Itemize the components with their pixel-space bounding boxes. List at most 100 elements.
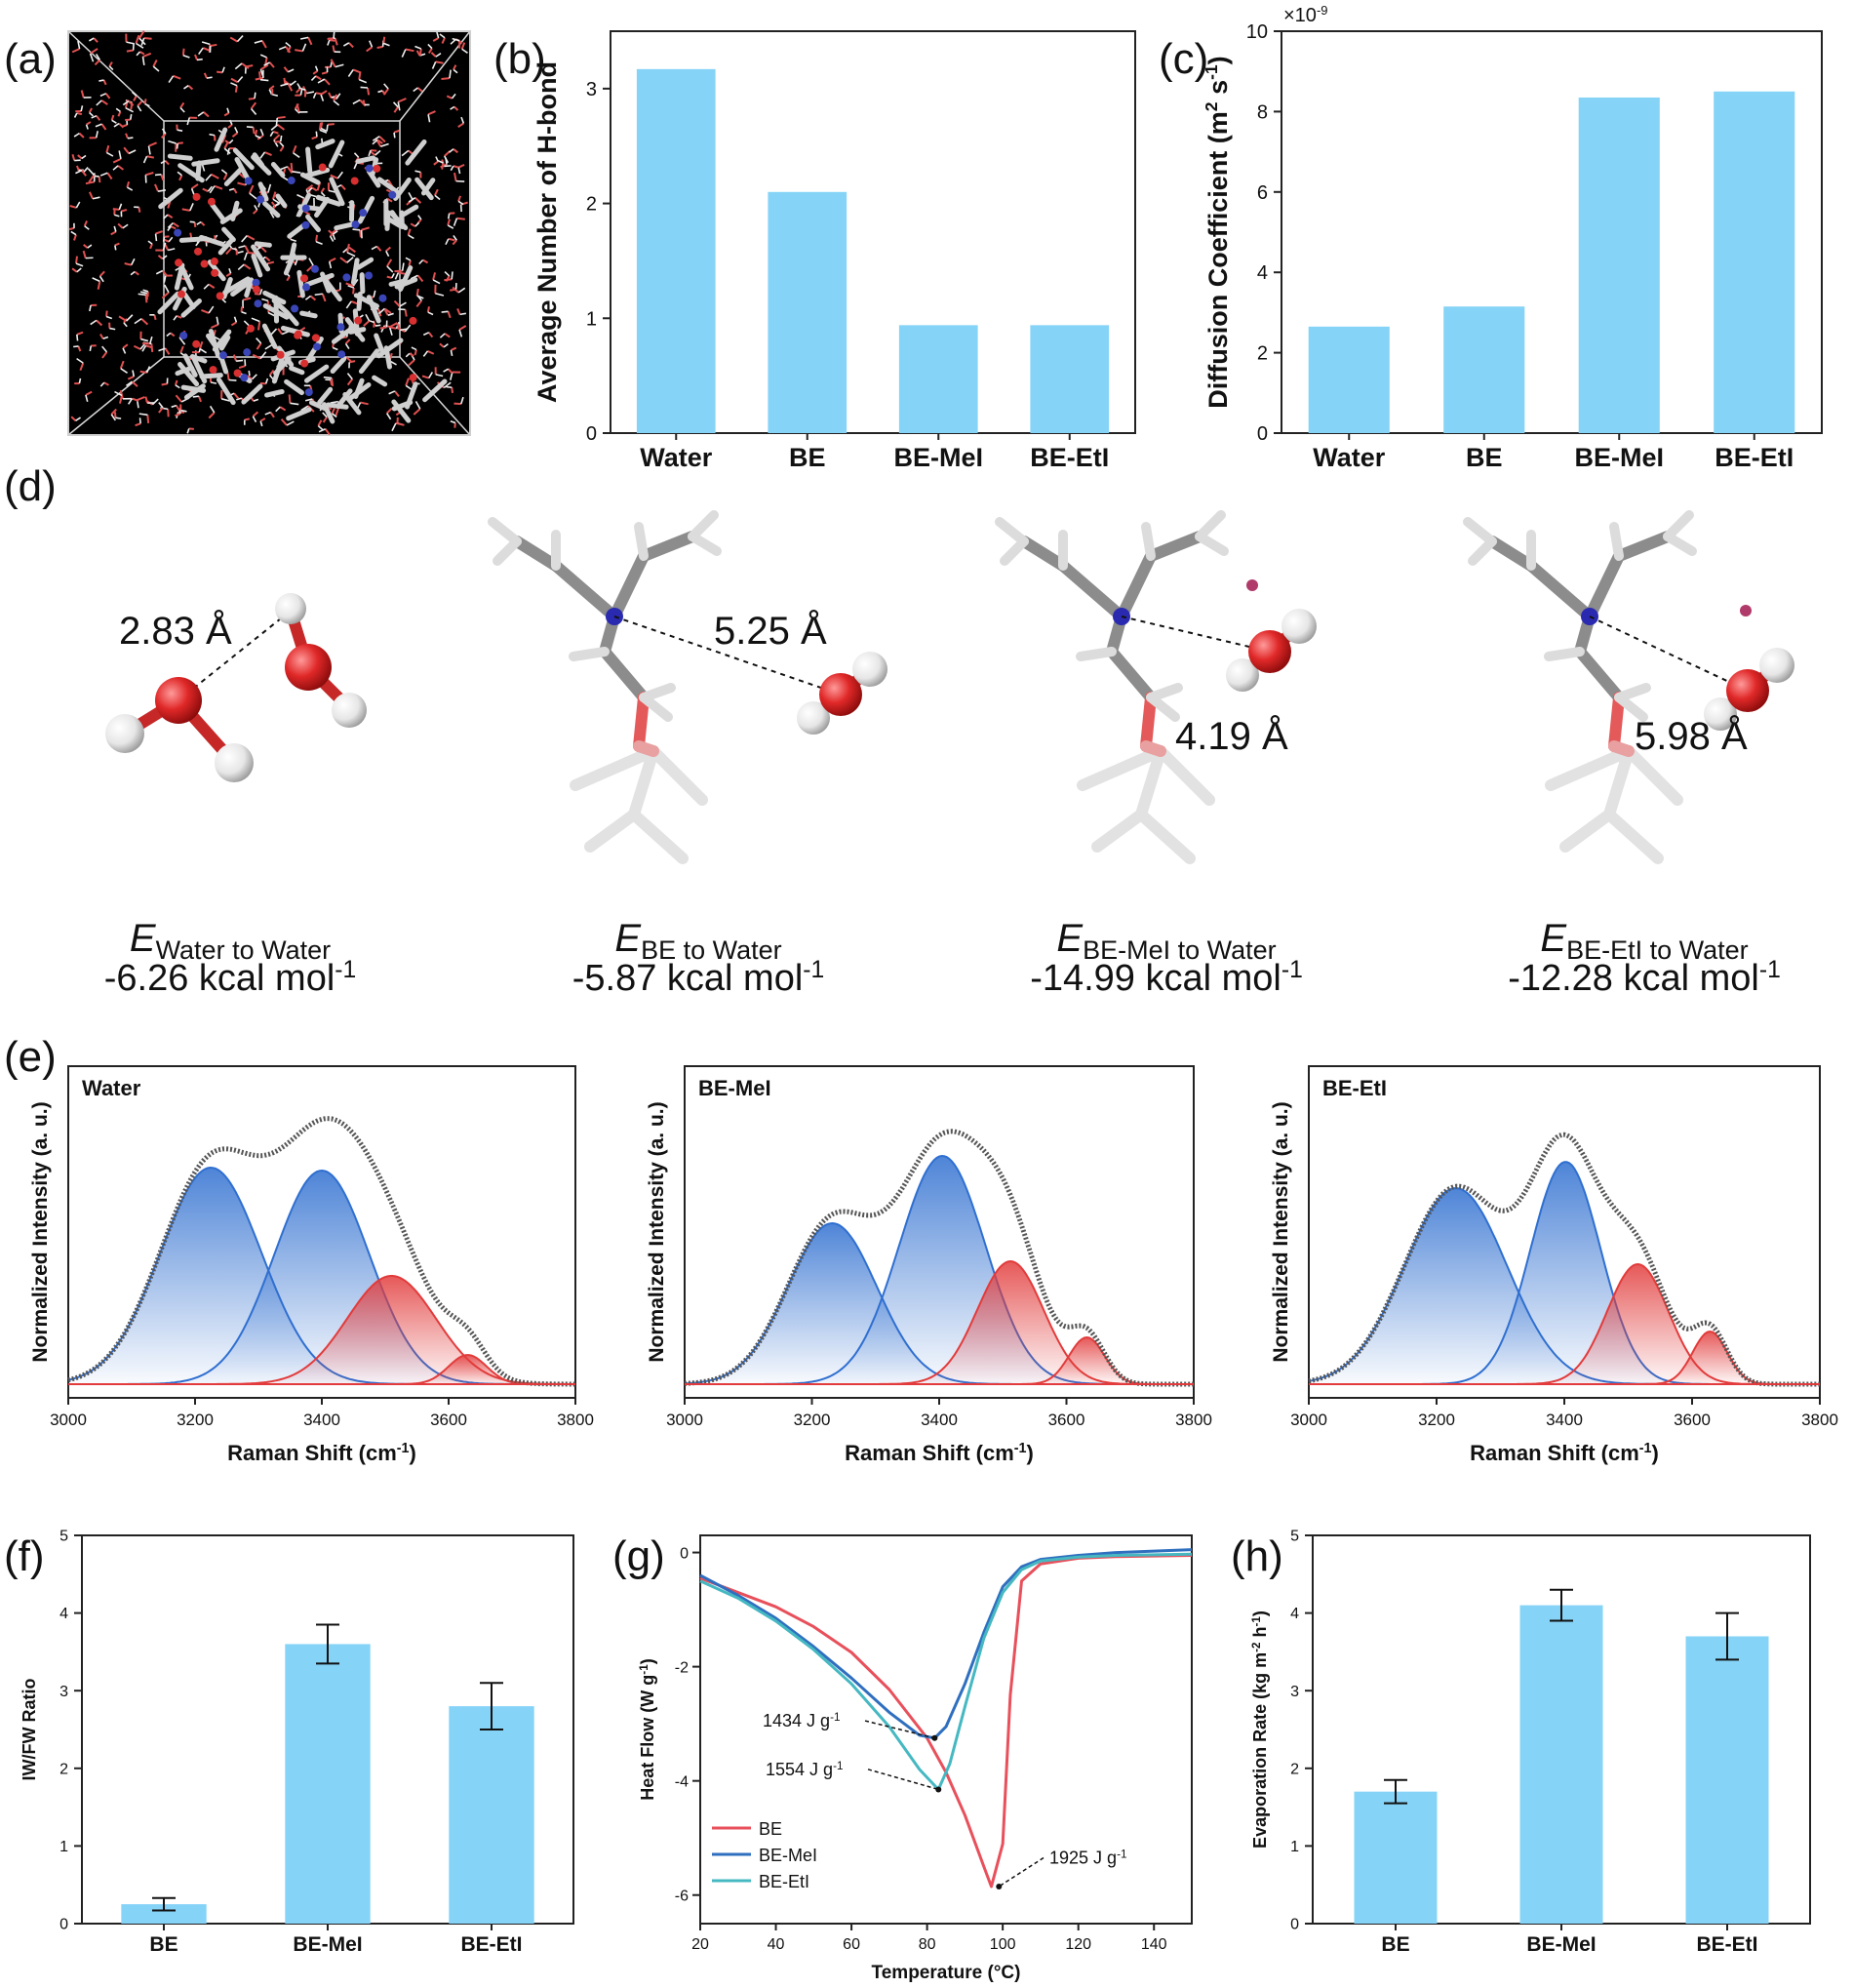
water-molecule [385, 407, 393, 415]
peak-fill-3405 [685, 1156, 1194, 1384]
ionomer-bond [284, 378, 304, 396]
water-molecule [375, 324, 381, 327]
ionomer-bond [280, 325, 310, 338]
nitrogen-atom [359, 209, 368, 218]
water-molecule [373, 322, 375, 328]
oxygen-atom [350, 177, 359, 185]
bond [1544, 647, 1585, 661]
y-tick-label: 1 [59, 1839, 68, 1855]
water-molecule [310, 75, 317, 81]
oxygen-atom [1726, 669, 1769, 712]
water-molecule [88, 107, 93, 113]
bond [648, 745, 708, 806]
water-molecule [441, 162, 445, 170]
ionomer-bond [304, 364, 330, 383]
oxygen-atom [247, 324, 256, 333]
ionomer-bond [405, 139, 427, 166]
distance-label-be: 5.25 Å [714, 609, 827, 653]
water-molecule [330, 174, 338, 179]
water-molecule [352, 68, 362, 74]
water-molecule [259, 417, 266, 422]
water-molecule [422, 350, 429, 357]
water-molecule [373, 290, 376, 298]
water-molecule [408, 191, 414, 200]
x-tick-label: 3600 [430, 1411, 467, 1429]
water-molecule [192, 395, 199, 398]
water-molecule [122, 223, 129, 229]
water-molecule [444, 278, 453, 282]
panel-letter-g: (g) [612, 1532, 665, 1580]
ionomer-bond [315, 139, 335, 150]
water-molecule [409, 352, 414, 357]
water-molecule [458, 329, 463, 338]
water-molecule [330, 400, 338, 404]
water-molecule [162, 236, 166, 242]
water-molecule [328, 229, 334, 235]
water-molecule [133, 95, 138, 101]
bond [1106, 646, 1157, 703]
water-molecule [375, 245, 382, 252]
water-molecule [105, 144, 110, 153]
water-molecule [203, 283, 210, 290]
water-molecule [447, 310, 452, 319]
water-molecule [457, 163, 465, 169]
water-molecule [294, 258, 298, 266]
water-molecule [140, 318, 149, 326]
water-molecule [296, 83, 301, 90]
water-molecule [147, 145, 151, 155]
water-molecule [197, 111, 205, 117]
water-molecule [369, 40, 374, 48]
water-molecule [279, 141, 285, 147]
ionomer-bond [393, 178, 412, 201]
x-axis-title-part: -1 [1014, 1441, 1027, 1456]
water-molecule [405, 48, 414, 53]
water-molecule [238, 245, 246, 249]
nitrogen-atom [336, 323, 345, 332]
y-axis-title-part: -1 [1250, 1616, 1263, 1627]
water-molecule [360, 229, 363, 239]
y-axis-title-part: -1 [638, 1664, 651, 1675]
bar-be [768, 191, 848, 433]
water-molecule [206, 76, 213, 79]
water-molecule [216, 316, 219, 325]
ionomer-bond [214, 127, 228, 152]
spectrum-label: BE-EtI [1322, 1076, 1387, 1100]
water-molecule [146, 155, 154, 159]
water-molecule [382, 36, 386, 44]
ionomer-bond [391, 400, 414, 412]
water-molecule [320, 127, 328, 133]
water-molecule [427, 349, 435, 355]
water-molecule [164, 284, 170, 294]
water-molecule [332, 230, 338, 235]
water-molecule [73, 234, 77, 241]
water-molecule [439, 33, 446, 39]
water-molecule [299, 89, 303, 96]
water-molecule [255, 76, 263, 81]
water-molecule [267, 183, 272, 193]
ionomer-bond [223, 166, 244, 186]
water-molecule [94, 59, 101, 66]
water-molecule [414, 45, 422, 50]
oxygen-atom [311, 334, 320, 342]
y-tick-label: 3 [586, 79, 597, 100]
ionomer-bond [422, 378, 448, 403]
water-molecule [95, 54, 101, 60]
bond [1613, 531, 1674, 562]
y-tick-label: 4 [1290, 1606, 1299, 1622]
ionomer-bond [230, 279, 252, 298]
nitrogen-atom [240, 374, 249, 382]
ionomer-bond [234, 156, 251, 181]
raman-spectra: Water 3000 3200 3400 3600 3800 Raman Shift (cm… [29, 1065, 1838, 1465]
water-molecule [253, 398, 259, 402]
water-molecule [430, 52, 437, 58]
water-molecule [299, 36, 309, 40]
x-tick-label: 3000 [666, 1411, 703, 1429]
ionomer-bond [216, 377, 236, 406]
water-molecule [300, 405, 309, 412]
water-molecule [228, 187, 235, 191]
enthalpy-annotation-part: 1554 J g [766, 1760, 833, 1779]
water-molecule [393, 299, 401, 307]
water-molecule [259, 420, 263, 427]
water-molecule [210, 381, 217, 384]
water-molecule [126, 49, 134, 53]
